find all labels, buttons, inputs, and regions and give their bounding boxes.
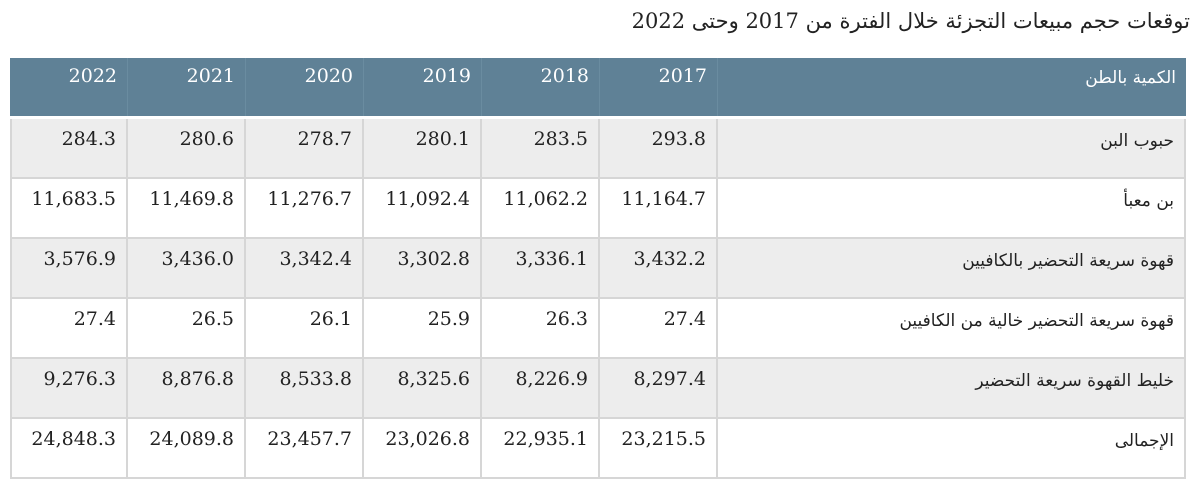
- value-cell: 3,436.0: [128, 239, 246, 299]
- value-cell: 11,276.7: [246, 179, 364, 239]
- row-label: حبوب البن: [718, 119, 1186, 179]
- table-title: توقعات حجم مبيعات التجزئة خلال الفترة من…: [631, 9, 1190, 33]
- value-cell: 9,276.3: [10, 359, 128, 419]
- value-cell: 278.7: [246, 119, 364, 179]
- value-cell: 283.5: [482, 119, 600, 179]
- value-cell: 11,062.2: [482, 179, 600, 239]
- header-quantity-label: الكمية بالطن: [1085, 68, 1176, 88]
- value-cell: 11,683.5: [10, 179, 128, 239]
- value-cell: 26.5: [128, 299, 246, 359]
- value-cell: 293.8: [600, 119, 718, 179]
- total-value-cell: 23,457.7: [246, 419, 364, 479]
- value-cell: 3,576.9: [10, 239, 128, 299]
- value-cell: 8,226.9: [482, 359, 600, 419]
- total-value-cell: 23,026.8: [364, 419, 482, 479]
- value-cell: 8,325.6: [364, 359, 482, 419]
- value-cell: 3,342.4: [246, 239, 364, 299]
- value-cell: 3,432.2: [600, 239, 718, 299]
- value-cell: 26.3: [482, 299, 600, 359]
- value-cell: 26.1: [246, 299, 364, 359]
- sales-forecast-table: 2022 2021 2020 2019 2018 2017 الكمية بال…: [10, 58, 1186, 479]
- value-cell: 25.9: [364, 299, 482, 359]
- row-label: قهوة سريعة التحضير خالية من الكافيين: [718, 299, 1186, 359]
- row-label: قهوة سريعة التحضير بالكافيين: [718, 239, 1186, 299]
- value-cell: 8,533.8: [246, 359, 364, 419]
- value-cell: 11,092.4: [364, 179, 482, 239]
- value-cell: 3,336.1: [482, 239, 600, 299]
- table-row: 3,576.9 3,436.0 3,342.4 3,302.8 3,336.1 …: [10, 239, 1186, 299]
- total-value-cell: 23,215.5: [600, 419, 718, 479]
- table-row: 11,683.5 11,469.8 11,276.7 11,092.4 11,0…: [10, 179, 1186, 239]
- total-value-cell: 24,089.8: [128, 419, 246, 479]
- row-label: بن معبأ: [718, 179, 1186, 239]
- value-cell: 8,876.8: [128, 359, 246, 419]
- value-cell: 284.3: [10, 119, 128, 179]
- header-year-2021: 2021: [128, 58, 246, 116]
- value-cell: 8,297.4: [600, 359, 718, 419]
- value-cell: 11,469.8: [128, 179, 246, 239]
- total-value-cell: 22,935.1: [482, 419, 600, 479]
- table-row-total: 24,848.3 24,089.8 23,457.7 23,026.8 22,9…: [10, 419, 1186, 479]
- total-row-label: الإجمالى: [718, 419, 1186, 479]
- table-row: 9,276.3 8,876.8 8,533.8 8,325.6 8,226.9 …: [10, 359, 1186, 419]
- table-header-row: 2022 2021 2020 2019 2018 2017 الكمية بال…: [10, 58, 1186, 119]
- header-year-2018: 2018: [482, 58, 600, 116]
- total-value-cell: 24,848.3: [10, 419, 128, 479]
- value-cell: 3,302.8: [364, 239, 482, 299]
- table-row: 27.4 26.5 26.1 25.9 26.3 27.4 قهوة سريعة…: [10, 299, 1186, 359]
- header-year-2022: 2022: [10, 58, 128, 116]
- header-year-2017: 2017: [600, 58, 718, 116]
- value-cell: 280.1: [364, 119, 482, 179]
- row-label: خليط القهوة سريعة التحضير: [718, 359, 1186, 419]
- header-year-2019: 2019: [364, 58, 482, 116]
- header-year-2020: 2020: [246, 58, 364, 116]
- value-cell: 11,164.7: [600, 179, 718, 239]
- value-cell: 280.6: [128, 119, 246, 179]
- table-row: 284.3 280.6 278.7 280.1 283.5 293.8 حبوب…: [10, 119, 1186, 179]
- value-cell: 27.4: [10, 299, 128, 359]
- value-cell: 27.4: [600, 299, 718, 359]
